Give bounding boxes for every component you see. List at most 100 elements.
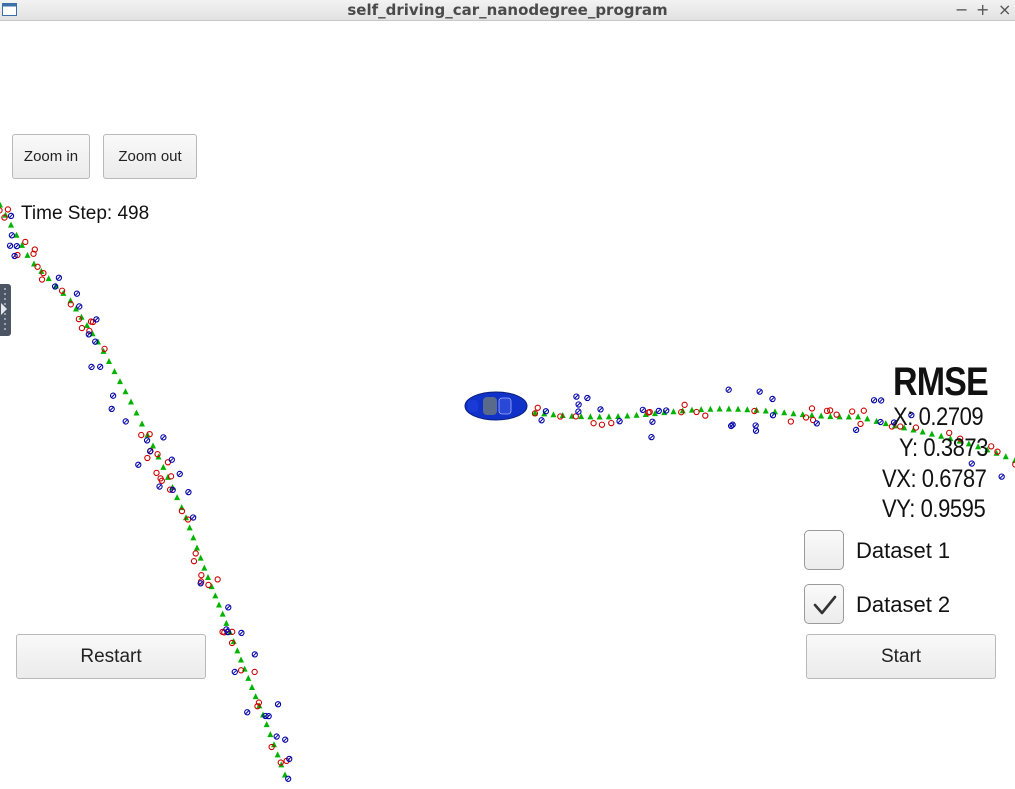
radar-measurement-direction bbox=[814, 421, 819, 426]
radar-measurement bbox=[122, 418, 129, 425]
side-panel-handle[interactable] bbox=[0, 284, 11, 336]
lidar-measurement bbox=[1012, 461, 1015, 468]
radar-measurement bbox=[51, 283, 59, 290]
close-icon[interactable]: × bbox=[998, 0, 1012, 19]
ground-truth-marker bbox=[947, 435, 954, 442]
rmse-y-value: Y: 0.3873 bbox=[899, 434, 989, 462]
radar-measurement-direction bbox=[89, 365, 94, 369]
dataset-2-checkbox[interactable] bbox=[804, 584, 844, 624]
radar-measurement bbox=[616, 418, 623, 425]
zoom-in-button[interactable]: Zoom in bbox=[12, 134, 90, 179]
lidar-measurement bbox=[214, 576, 221, 583]
radar-measurement-direction bbox=[8, 243, 12, 248]
lidar-measurement bbox=[702, 412, 709, 419]
maximize-icon[interactable]: + bbox=[976, 0, 990, 19]
lidar-measurement bbox=[787, 418, 795, 425]
rmse-x-value: X: 0.2709 bbox=[893, 403, 984, 431]
radar-measurement-direction bbox=[757, 389, 762, 394]
radar-measurement bbox=[197, 580, 204, 587]
lidar-measurement bbox=[254, 703, 261, 710]
ground-truth-marker bbox=[855, 413, 862, 420]
radar-measurement-direction bbox=[12, 254, 17, 258]
radar-measurement-direction bbox=[252, 652, 257, 657]
lidar-measurement bbox=[146, 431, 153, 438]
start-button[interactable]: Start bbox=[806, 634, 996, 679]
radar-measurement bbox=[756, 388, 763, 395]
lidar-measurement bbox=[646, 408, 653, 416]
radar-measurement-direction bbox=[649, 435, 654, 439]
radar-measurement-direction bbox=[664, 408, 669, 413]
radar-measurement bbox=[573, 393, 580, 400]
ground-truth-marker bbox=[205, 574, 211, 580]
radar-measurement-direction bbox=[169, 457, 174, 462]
ground-truth-marker bbox=[216, 601, 222, 608]
ground-truth-marker bbox=[725, 405, 732, 412]
radar-measurement bbox=[584, 394, 591, 402]
ground-truth-marker bbox=[928, 430, 935, 437]
radar-measurement-direction bbox=[93, 339, 98, 344]
radar-measurement-direction bbox=[969, 461, 974, 466]
radar-measurement bbox=[88, 363, 95, 371]
ground-truth-marker bbox=[201, 564, 208, 571]
restart-button[interactable]: Restart bbox=[16, 634, 206, 679]
ground-truth-marker bbox=[111, 368, 118, 375]
car-icon bbox=[464, 391, 528, 421]
ground-truth-marker bbox=[238, 656, 244, 663]
radar-measurement bbox=[169, 486, 176, 494]
lidar-measurement bbox=[681, 401, 688, 408]
radar-measurement bbox=[286, 755, 293, 763]
window-title: self_driving_car_nanodegree_program bbox=[347, 1, 668, 19]
lidar-measurement bbox=[192, 550, 199, 557]
ground-truth-marker bbox=[267, 731, 274, 738]
ground-truth-marker bbox=[688, 406, 695, 413]
lidar-measurement bbox=[167, 473, 175, 480]
radar-measurement bbox=[7, 212, 15, 220]
radar-measurement bbox=[729, 421, 736, 428]
dataset-1-checkbox[interactable] bbox=[804, 530, 844, 570]
ground-truth-marker bbox=[1012, 456, 1015, 463]
lidar-measurement bbox=[178, 507, 186, 515]
lidar-measurement bbox=[572, 413, 579, 420]
radar-measurement-direction bbox=[726, 387, 731, 392]
lidar-measurement bbox=[534, 404, 541, 411]
radar-measurement bbox=[727, 422, 735, 430]
minimize-icon[interactable]: − bbox=[955, 0, 969, 19]
radar-measurement-direction bbox=[854, 428, 858, 432]
radar-measurement-direction bbox=[14, 244, 19, 248]
ground-truth-marker bbox=[139, 420, 145, 427]
radar-measurement-direction bbox=[892, 420, 896, 425]
radar-measurement bbox=[285, 775, 292, 782]
radar-measurement-direction bbox=[617, 419, 622, 424]
rmse-vx-value: VX: 0.6787 bbox=[882, 465, 987, 493]
ground-truth-marker bbox=[624, 412, 631, 419]
radar-measurement bbox=[55, 274, 63, 281]
ground-truth-marker bbox=[596, 413, 603, 420]
radar-measurement-direction bbox=[245, 710, 250, 715]
radar-measurement bbox=[160, 434, 167, 441]
lidar-measurement bbox=[153, 469, 160, 477]
radar-measurement-direction bbox=[753, 423, 758, 428]
lidar-measurement bbox=[67, 301, 74, 308]
radar-measurement-direction bbox=[9, 233, 14, 238]
ground-truth-marker bbox=[128, 398, 134, 405]
ground-truth-marker bbox=[197, 554, 204, 561]
radar-measurement-direction bbox=[177, 472, 182, 476]
zoom-out-button[interactable]: Zoom out bbox=[103, 134, 197, 179]
ground-truth-marker bbox=[882, 420, 889, 427]
ground-truth-marker bbox=[263, 721, 270, 728]
radar-measurement bbox=[538, 417, 545, 424]
radar-measurement bbox=[8, 232, 15, 239]
ground-truth-marker bbox=[212, 592, 219, 599]
radar-measurement bbox=[156, 483, 163, 490]
lidar-measurement bbox=[860, 407, 867, 414]
radar-measurement bbox=[813, 420, 820, 427]
radar-measurement bbox=[143, 437, 151, 444]
window-app-icon bbox=[2, 3, 17, 16]
lidar-measurement bbox=[154, 451, 161, 458]
radar-measurement-direction bbox=[598, 407, 603, 412]
ground-truth-marker bbox=[0, 201, 3, 208]
radar-measurement-direction bbox=[136, 462, 141, 467]
radar-measurement bbox=[93, 316, 100, 323]
ground-truth-marker bbox=[282, 771, 288, 778]
radar-measurement-direction bbox=[770, 397, 775, 401]
